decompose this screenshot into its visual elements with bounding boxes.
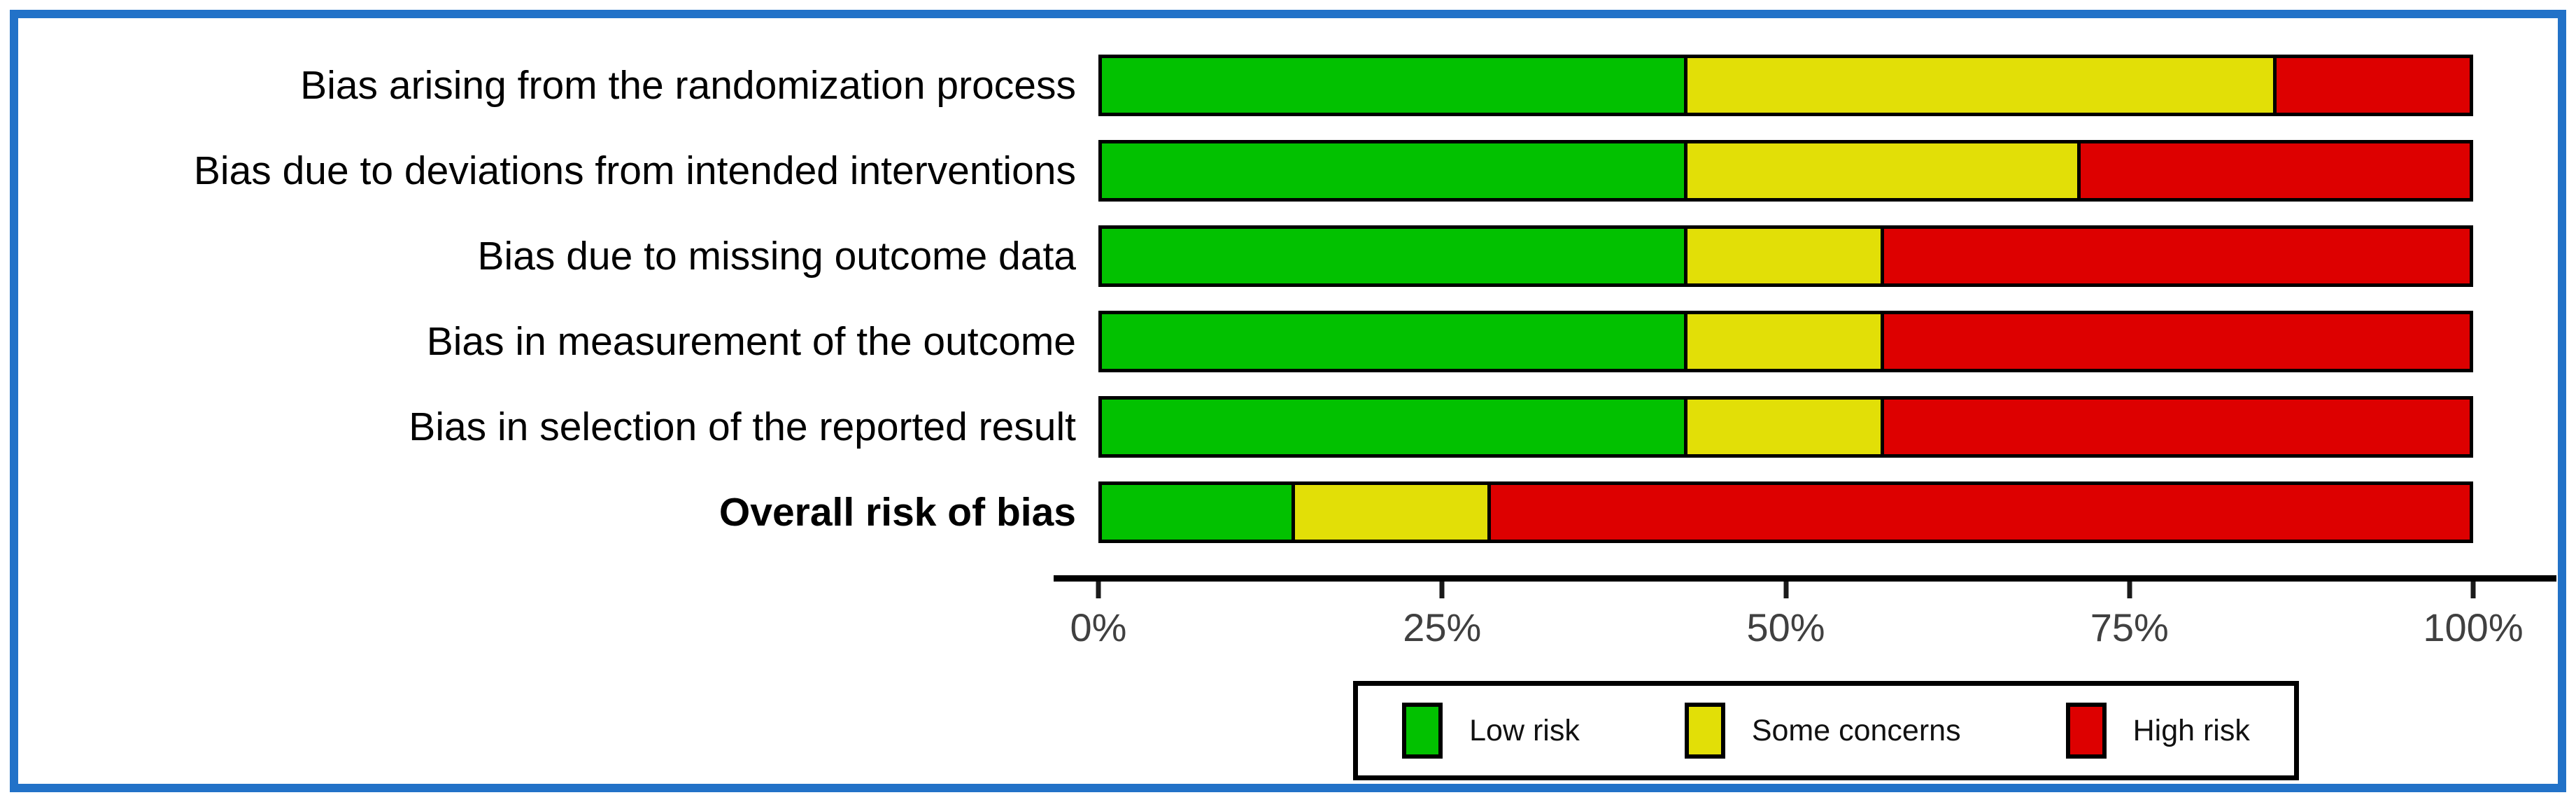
chart-row: Bias in selection of the reported result: [18, 396, 2576, 458]
bar-segment-low-risk: [1098, 481, 1295, 543]
stacked-bar: [1098, 311, 2473, 372]
bar-segment-some-risk: [1687, 311, 1884, 372]
legend-swatch-high-risk: [2065, 703, 2107, 759]
bar-segment-high-risk: [2277, 55, 2473, 116]
bar-segment-high-risk: [1491, 481, 2473, 543]
category-label: Bias arising from the randomization proc…: [300, 63, 1076, 108]
bar-segment-high-risk: [1883, 396, 2473, 458]
x-axis-tick-label: 0%: [1070, 605, 1127, 649]
legend-swatch-some-risk: [1684, 703, 1725, 759]
x-axis-tick-label: 50%: [1746, 605, 1825, 649]
legend-swatch-low-risk: [1402, 703, 1443, 759]
chart-row: Bias due to deviations from intended int…: [18, 140, 2576, 202]
legend: Low risk Some concerns High risk: [1353, 681, 2299, 780]
x-axis-line: [1054, 575, 2556, 582]
chart-row: Overall risk of bias: [18, 481, 2576, 543]
x-axis-tick: [2127, 582, 2132, 598]
bar-segment-high-risk: [2080, 140, 2473, 202]
category-label: Bias in measurement of the outcome: [426, 319, 1076, 364]
chart-row: Bias due to missing outcome data: [18, 225, 2576, 287]
legend-item-label: Some concerns: [1751, 713, 1961, 747]
bar-segment-low-risk: [1098, 225, 1688, 287]
bar-segment-some-risk: [1687, 55, 2277, 116]
x-axis-tick: [1096, 582, 1101, 598]
x-axis-tick: [1439, 582, 1445, 598]
stacked-bar: [1098, 140, 2473, 202]
stacked-bar: [1098, 55, 2473, 116]
x-axis-tick: [1783, 582, 1788, 598]
bar-segment-high-risk: [1883, 225, 2473, 287]
chart-row: Bias in measurement of the outcome: [18, 311, 2576, 372]
category-label: Bias in selection of the reported result: [409, 404, 1076, 449]
bar-segment-low-risk: [1098, 55, 1688, 116]
legend-item-label: High risk: [2132, 713, 2250, 747]
figure-border: Bias arising from the randomization proc…: [10, 10, 2566, 792]
stacked-bar: [1098, 225, 2473, 287]
bar-segment-low-risk: [1098, 396, 1688, 458]
x-axis-tick-label: 25%: [1403, 605, 1482, 649]
bar-segment-some-risk: [1294, 481, 1492, 543]
bar-segment-high-risk: [1883, 311, 2473, 372]
bar-segment-some-risk: [1687, 140, 2081, 202]
bar-segment-some-risk: [1687, 225, 1884, 287]
bar-segment-some-risk: [1687, 396, 1884, 458]
legend-item: Low risk: [1402, 703, 1580, 759]
legend-item: High risk: [2065, 703, 2250, 759]
bar-segment-low-risk: [1098, 311, 1688, 372]
legend-item: Some concerns: [1684, 703, 1961, 759]
x-axis-tick-label: 75%: [2090, 605, 2169, 649]
category-label: Overall risk of bias: [719, 490, 1076, 535]
x-axis-tick-label: 100%: [2423, 605, 2524, 649]
x-axis-tick: [2470, 582, 2476, 598]
bar-segment-low-risk: [1098, 140, 1688, 202]
legend-item-label: Low risk: [1469, 713, 1580, 747]
category-label: Bias due to missing outcome data: [477, 234, 1076, 279]
category-label: Bias due to deviations from intended int…: [193, 148, 1076, 193]
stacked-bar: [1098, 396, 2473, 458]
chart-row: Bias arising from the randomization proc…: [18, 55, 2576, 116]
stacked-bar: [1098, 481, 2473, 543]
